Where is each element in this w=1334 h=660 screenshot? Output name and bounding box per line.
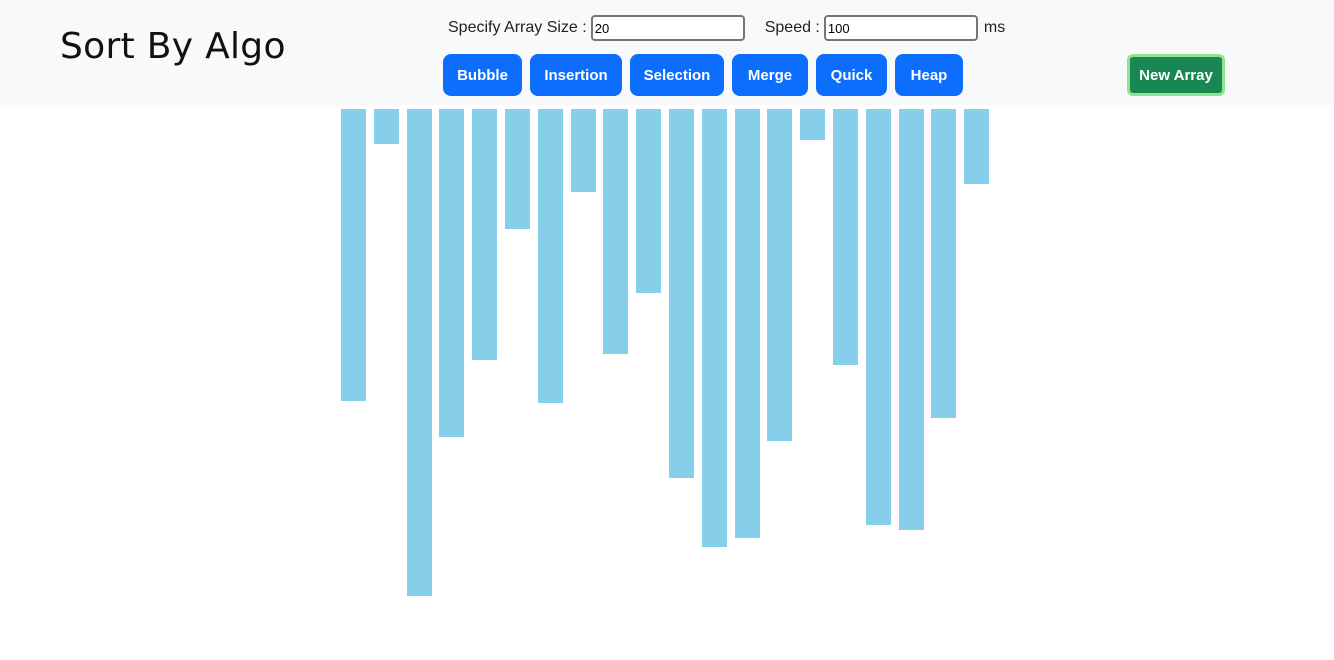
array-bar <box>571 109 596 192</box>
array-bar <box>341 109 366 401</box>
array-bars <box>0 109 1334 649</box>
array-bar <box>439 109 464 437</box>
array-bar <box>472 109 497 360</box>
array-bar <box>800 109 825 140</box>
new-array-button[interactable]: New Array <box>1127 54 1225 96</box>
speed-unit-label: ms <box>983 19 1006 36</box>
selection-sort-button[interactable]: Selection <box>630 54 724 96</box>
array-size-label: Specify Array Size : <box>448 19 587 36</box>
heap-sort-button[interactable]: Heap <box>895 54 963 96</box>
array-bar <box>931 109 956 418</box>
array-bar <box>866 109 891 525</box>
bubble-sort-button[interactable]: Bubble <box>443 54 522 96</box>
array-size-input[interactable] <box>590 15 745 41</box>
speed-input[interactable] <box>823 15 978 41</box>
array-bar <box>505 109 530 229</box>
array-bar <box>669 109 694 478</box>
array-bar <box>636 109 661 293</box>
app-title: Sort By Algo <box>60 26 286 67</box>
quick-sort-button[interactable]: Quick <box>816 54 887 96</box>
navbar: Sort By Algo Specify Array Size : Speed … <box>0 0 1334 105</box>
controls-row: Specify Array Size : Speed : ms <box>448 15 1005 41</box>
array-bar <box>603 109 628 354</box>
array-bar <box>702 109 727 547</box>
merge-sort-button[interactable]: Merge <box>732 54 808 96</box>
array-bar <box>833 109 858 365</box>
array-bar <box>964 109 989 184</box>
array-bar <box>374 109 399 144</box>
array-bar <box>767 109 792 441</box>
array-bar <box>407 109 432 596</box>
array-bar <box>735 109 760 538</box>
array-bar <box>538 109 563 403</box>
insertion-sort-button[interactable]: Insertion <box>530 54 622 96</box>
array-bar <box>899 109 924 530</box>
speed-label: Speed : <box>764 19 820 36</box>
